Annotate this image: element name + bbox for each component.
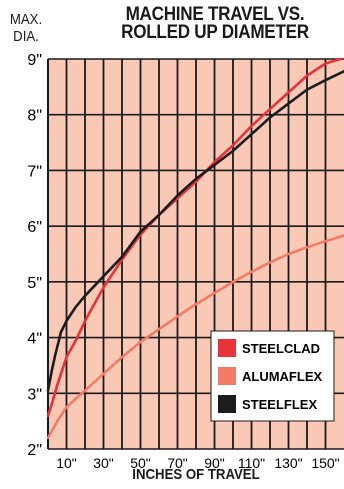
x-tick-label: 50" bbox=[130, 455, 151, 471]
legend-swatch-steelclad bbox=[218, 339, 236, 357]
legend-swatch-alumaflex bbox=[218, 367, 236, 385]
y-axis-label-line-1: MAX. bbox=[9, 11, 43, 28]
x-tick-label: 30" bbox=[93, 455, 114, 471]
chart-title-line-2: ROLLED UP DIAMETER bbox=[121, 22, 309, 43]
x-axis-label: INCHES OF TRAVEL bbox=[132, 466, 260, 483]
legend-swatch-steelflex bbox=[218, 395, 236, 413]
y-tick-label: 7" bbox=[27, 163, 42, 180]
y-tick-label: 4" bbox=[27, 331, 42, 348]
legend-label-steelclad: STEELCLAD bbox=[242, 341, 320, 356]
series-line-steelflex bbox=[46, 70, 344, 392]
legend-label-steelflex: STEELFLEX bbox=[242, 397, 317, 412]
y-tick-label: 9" bbox=[27, 52, 42, 69]
y-tick-label: 8" bbox=[27, 108, 42, 125]
series-line-alumaflex bbox=[46, 234, 344, 440]
x-tick-label: 130" bbox=[274, 455, 302, 471]
y-axis-label: MAX. DIA. bbox=[8, 11, 43, 45]
x-tick-label: 90" bbox=[204, 455, 225, 471]
y-tick-label: 2" bbox=[27, 442, 42, 459]
chart-title-line-1: MACHINE TRAVEL VS. bbox=[125, 4, 305, 25]
x-tick-label: 70" bbox=[167, 455, 188, 471]
y-tick-label: 6" bbox=[27, 219, 42, 236]
legend-label-alumaflex: ALUMAFLEX bbox=[242, 369, 322, 384]
x-tick-label: 150" bbox=[311, 455, 339, 471]
chart-title: MACHINE TRAVEL VS. ROLLED UP DIAMETER bbox=[103, 4, 328, 43]
x-tick-label: 10" bbox=[56, 455, 77, 471]
y-tick-label: 5" bbox=[27, 275, 42, 292]
y-tick-label: 3" bbox=[27, 386, 42, 403]
x-tick-label: 110" bbox=[238, 455, 265, 471]
y-axis-label-line-2: DIA. bbox=[13, 28, 39, 45]
